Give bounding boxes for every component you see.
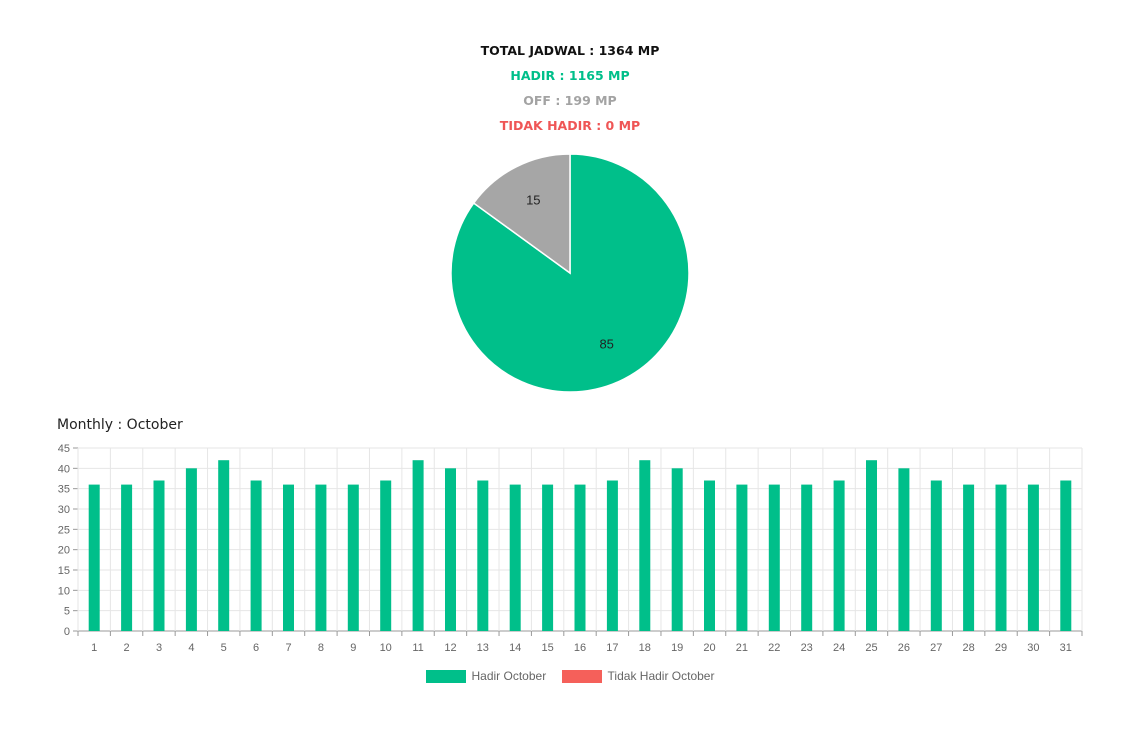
x-tick-label: 13 bbox=[477, 642, 489, 654]
y-tick-label: 30 bbox=[58, 504, 70, 516]
bar-hadir-22 bbox=[768, 484, 780, 631]
legend-item-hadir[interactable]: Hadir October bbox=[425, 669, 547, 683]
bar-hadir-5 bbox=[218, 460, 230, 631]
bar-hadir-18 bbox=[639, 460, 651, 631]
bar-hadir-11 bbox=[412, 460, 424, 631]
bar-hadir-26 bbox=[898, 468, 910, 631]
y-tick-label: 35 bbox=[58, 484, 70, 496]
bar-hadir-1 bbox=[88, 484, 100, 631]
bar-hadir-31 bbox=[1060, 480, 1072, 631]
hadir-label: HADIR : 1165 MP bbox=[510, 68, 630, 83]
y-tick-label: 5 bbox=[64, 606, 70, 618]
y-tick-label: 25 bbox=[58, 524, 70, 536]
x-tick-label: 14 bbox=[509, 642, 521, 654]
bar-hadir-28 bbox=[963, 484, 975, 631]
pie-slice-off bbox=[472, 153, 571, 275]
bar-hadir-10 bbox=[380, 480, 392, 631]
tidak-hadir-label: TIDAK HADIR : 0 MP bbox=[499, 118, 641, 133]
bar-hadir-21 bbox=[736, 484, 748, 631]
chart-legend: Hadir October Tidak Hadir October bbox=[0, 669, 1140, 686]
bar-hadir-14 bbox=[509, 484, 521, 631]
x-tick-label: 15 bbox=[541, 642, 553, 654]
x-tick-label: 24 bbox=[833, 642, 845, 654]
bar-hadir-20 bbox=[704, 480, 715, 631]
x-tick-label: 10 bbox=[380, 642, 392, 654]
monthly-title: Monthly : October bbox=[57, 417, 183, 433]
pie-label-off: 15 bbox=[526, 192, 540, 207]
x-tick-label: 1 bbox=[91, 642, 97, 654]
bar-hadir-30 bbox=[1027, 484, 1039, 631]
y-tick-label: 0 bbox=[64, 626, 70, 638]
y-tick-label: 20 bbox=[58, 545, 70, 557]
bar-hadir-29 bbox=[995, 484, 1007, 631]
bar-hadir-27 bbox=[930, 480, 942, 631]
x-tick-label: 9 bbox=[350, 642, 356, 654]
y-tick-label: 40 bbox=[58, 463, 70, 475]
bar-hadir-24 bbox=[833, 480, 845, 631]
x-tick-label: 29 bbox=[995, 642, 1007, 654]
bar-hadir-19 bbox=[671, 468, 683, 631]
bar-hadir-17 bbox=[606, 480, 618, 631]
legend-item-tidak-hadir[interactable]: Tidak Hadir October bbox=[561, 669, 715, 683]
x-tick-label: 25 bbox=[865, 642, 877, 654]
legend-label-tidak-hadir: Tidak Hadir October bbox=[607, 669, 715, 683]
x-tick-label: 28 bbox=[962, 642, 974, 654]
bar-hadir-16 bbox=[574, 484, 586, 631]
legend-swatch-hadir bbox=[425, 669, 466, 683]
x-tick-label: 3 bbox=[156, 642, 162, 654]
bar-hadir-12 bbox=[445, 468, 456, 631]
x-tick-label: 2 bbox=[124, 642, 130, 654]
x-tick-label: 26 bbox=[898, 642, 910, 654]
bar-hadir-25 bbox=[866, 460, 877, 631]
x-tick-label: 7 bbox=[285, 642, 291, 654]
bar-hadir-15 bbox=[542, 484, 554, 631]
x-tick-label: 5 bbox=[221, 642, 227, 654]
x-tick-label: 17 bbox=[606, 642, 618, 654]
x-tick-label: 11 bbox=[412, 642, 423, 654]
bar-hadir-6 bbox=[250, 480, 262, 631]
y-tick-label: 10 bbox=[58, 585, 70, 597]
y-tick-label: 45 bbox=[58, 443, 70, 455]
x-tick-label: 20 bbox=[703, 642, 715, 654]
x-tick-label: 30 bbox=[1027, 642, 1039, 654]
bar-hadir-7 bbox=[283, 484, 294, 631]
bar-hadir-9 bbox=[347, 484, 359, 631]
legend-swatch-tidak-hadir bbox=[561, 669, 602, 683]
x-tick-label: 4 bbox=[188, 642, 194, 654]
pie-label-hadir: 85 bbox=[599, 337, 613, 352]
x-tick-label: 6 bbox=[253, 642, 259, 654]
x-tick-label: 27 bbox=[930, 642, 942, 654]
x-tick-label: 21 bbox=[736, 642, 748, 654]
bar-hadir-3 bbox=[153, 480, 165, 631]
total-jadwal-label: TOTAL JADWAL : 1364 MP bbox=[480, 43, 660, 58]
bar-hadir-2 bbox=[121, 484, 133, 631]
x-tick-label: 22 bbox=[768, 642, 780, 654]
bar-hadir-13 bbox=[477, 480, 489, 631]
x-tick-label: 31 bbox=[1060, 642, 1072, 654]
bar-hadir-23 bbox=[801, 484, 813, 631]
x-tick-label: 8 bbox=[318, 642, 324, 654]
x-tick-label: 16 bbox=[574, 642, 586, 654]
bar-hadir-8 bbox=[315, 484, 327, 631]
bar-hadir-4 bbox=[185, 468, 197, 631]
x-tick-label: 19 bbox=[671, 642, 683, 654]
x-tick-label: 12 bbox=[444, 642, 456, 654]
x-tick-label: 23 bbox=[801, 642, 813, 654]
legend-label-hadir: Hadir October bbox=[471, 669, 547, 683]
off-label: OFF : 199 MP bbox=[523, 93, 617, 108]
x-tick-label: 18 bbox=[639, 642, 651, 654]
attendance-pie-chart: 85 15 bbox=[450, 153, 690, 393]
y-tick-label: 15 bbox=[58, 565, 70, 577]
